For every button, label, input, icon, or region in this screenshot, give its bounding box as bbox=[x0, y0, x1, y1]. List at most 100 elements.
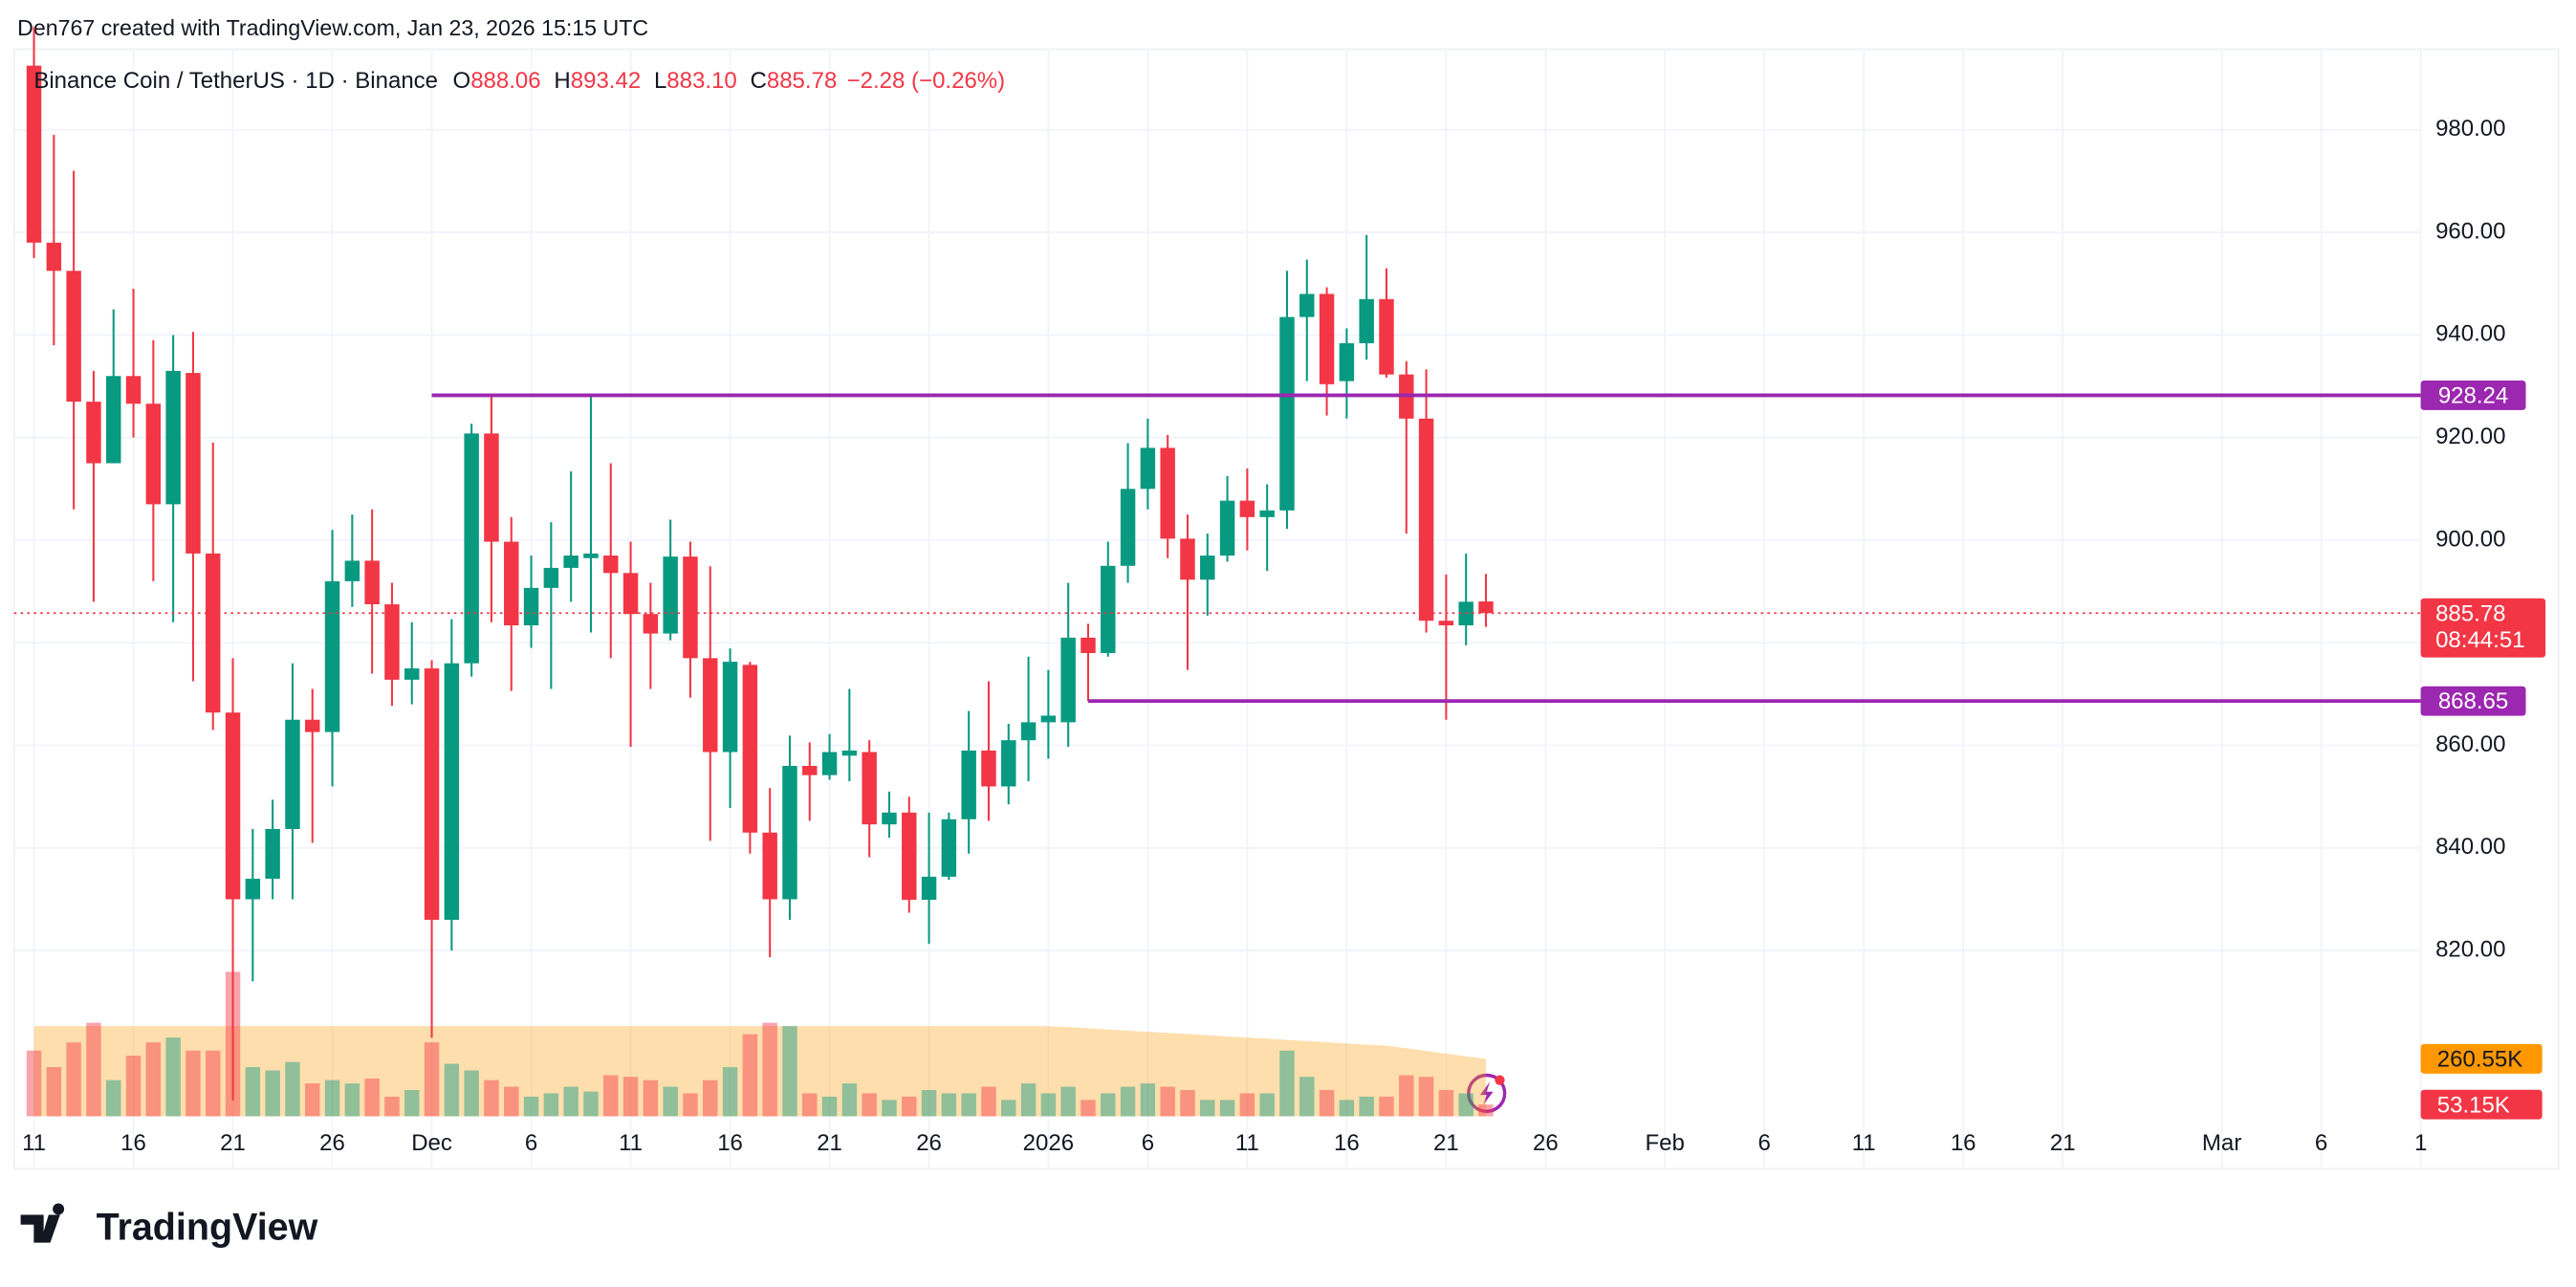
candle-body bbox=[1438, 621, 1454, 626]
ohlc-key: C bbox=[751, 68, 767, 94]
x-tick-label: 11 bbox=[22, 1130, 46, 1156]
candle-body bbox=[46, 242, 62, 272]
candle-body bbox=[364, 560, 380, 605]
candle-body bbox=[1180, 538, 1195, 580]
volume-bar bbox=[1319, 1090, 1335, 1117]
volume-ma-area bbox=[33, 1026, 1486, 1117]
last-price-label: 885.78 bbox=[2435, 600, 2505, 626]
volume-bar bbox=[364, 1079, 380, 1117]
volume-bar bbox=[1120, 1086, 1136, 1117]
candle-body bbox=[484, 433, 499, 542]
x-tick-label: 2026 bbox=[1023, 1130, 1074, 1156]
ohlc-key: H bbox=[554, 68, 570, 94]
x-tick-label: Mar bbox=[2202, 1130, 2241, 1156]
volume-bar bbox=[1140, 1083, 1156, 1117]
volume-bar bbox=[603, 1075, 619, 1117]
volume-bar bbox=[324, 1080, 340, 1117]
candle-body bbox=[782, 766, 797, 900]
ohlc-value: 885.78 bbox=[767, 68, 837, 94]
logo-icon bbox=[20, 1203, 65, 1243]
legend: Binance Coin / TetherUS · 1D · Binance O8… bbox=[33, 68, 1005, 94]
candle-body bbox=[305, 719, 320, 732]
x-tick-label: 21 bbox=[1433, 1130, 1459, 1156]
volume-bar bbox=[1438, 1090, 1454, 1117]
volume-label-bg bbox=[2420, 1089, 2543, 1120]
volume-bar bbox=[1359, 1096, 1374, 1117]
x-tick-label: 16 bbox=[120, 1130, 146, 1156]
change-label: −2.28 (−0.26%) bbox=[847, 68, 1006, 94]
volume-bar bbox=[802, 1093, 818, 1117]
volume-bar bbox=[1418, 1077, 1434, 1117]
candle-body bbox=[603, 556, 619, 574]
ohlc-key: L bbox=[654, 68, 666, 94]
x-tick-label: 16 bbox=[717, 1130, 743, 1156]
level-label: 868.65 bbox=[2438, 688, 2508, 714]
y-tick-label: 940.00 bbox=[2435, 321, 2505, 347]
volume-bar bbox=[384, 1096, 400, 1117]
volume-bar bbox=[1060, 1086, 1076, 1117]
volume-bar bbox=[1001, 1100, 1016, 1117]
volume-bar bbox=[1458, 1093, 1474, 1117]
candle-body bbox=[265, 829, 280, 880]
candle-body bbox=[1219, 500, 1235, 556]
volume-bar bbox=[703, 1080, 718, 1117]
candle-body bbox=[941, 818, 957, 877]
candle-body bbox=[245, 879, 261, 900]
candle-body bbox=[841, 750, 858, 756]
candle-body bbox=[663, 556, 678, 634]
volume-bar bbox=[1101, 1093, 1116, 1117]
volume-bar bbox=[1399, 1075, 1414, 1117]
ohlc-value: 888.06 bbox=[470, 68, 540, 94]
x-tick-label: 26 bbox=[1533, 1130, 1559, 1156]
volume-bar bbox=[523, 1096, 539, 1117]
volume-bar bbox=[1081, 1100, 1096, 1117]
candle-body bbox=[1200, 556, 1215, 580]
volume-bar bbox=[1200, 1100, 1215, 1117]
candle-body bbox=[802, 766, 818, 775]
volume-bar bbox=[583, 1091, 599, 1117]
candle-body bbox=[1160, 447, 1175, 539]
volume-bar bbox=[206, 1050, 221, 1117]
volume-bar bbox=[444, 1063, 460, 1117]
volume-bar bbox=[484, 1080, 499, 1117]
volume-bar bbox=[305, 1083, 320, 1117]
candle-body bbox=[1319, 294, 1335, 384]
candle-body bbox=[66, 271, 81, 403]
volume-bar bbox=[1239, 1093, 1255, 1117]
header: Den767 created with TradingView.com, Jan… bbox=[17, 15, 648, 40]
x-tick-label: 26 bbox=[319, 1130, 345, 1156]
volume-bar bbox=[424, 1042, 440, 1117]
x-tick-label: 21 bbox=[220, 1130, 246, 1156]
volume-bar bbox=[742, 1034, 758, 1117]
x-tick-label: Dec bbox=[411, 1130, 452, 1156]
volume-bar bbox=[1339, 1100, 1355, 1117]
ohlc-value: 893.42 bbox=[571, 68, 641, 94]
x-tick-label: 26 bbox=[916, 1130, 942, 1156]
volume-bar bbox=[344, 1083, 360, 1117]
y-tick-label: 860.00 bbox=[2435, 731, 2505, 757]
volume-bar bbox=[981, 1086, 996, 1117]
candle-body bbox=[404, 668, 420, 680]
volume-bar bbox=[841, 1083, 858, 1117]
candle-body bbox=[921, 876, 937, 901]
volume-bar bbox=[66, 1042, 81, 1117]
y-tick-label: 960.00 bbox=[2435, 218, 2505, 244]
volume-bar bbox=[404, 1090, 420, 1117]
x-tick-label: 16 bbox=[1951, 1130, 1976, 1156]
brand: TradingView bbox=[97, 1206, 318, 1248]
candle-body bbox=[583, 553, 599, 558]
chart-frame bbox=[12, 48, 2560, 1170]
volume-bar bbox=[643, 1080, 659, 1117]
candle-body bbox=[424, 668, 440, 920]
volume-bar bbox=[464, 1070, 479, 1117]
candle-body bbox=[1060, 637, 1076, 723]
volume-label-bg bbox=[2420, 1043, 2543, 1074]
y-tick-label: 980.00 bbox=[2435, 116, 2505, 142]
candle-body bbox=[344, 560, 360, 581]
candle-body bbox=[444, 663, 460, 920]
x-tick-label: 6 bbox=[1758, 1130, 1771, 1156]
candle-body bbox=[1239, 500, 1255, 517]
candle-body bbox=[285, 719, 300, 830]
